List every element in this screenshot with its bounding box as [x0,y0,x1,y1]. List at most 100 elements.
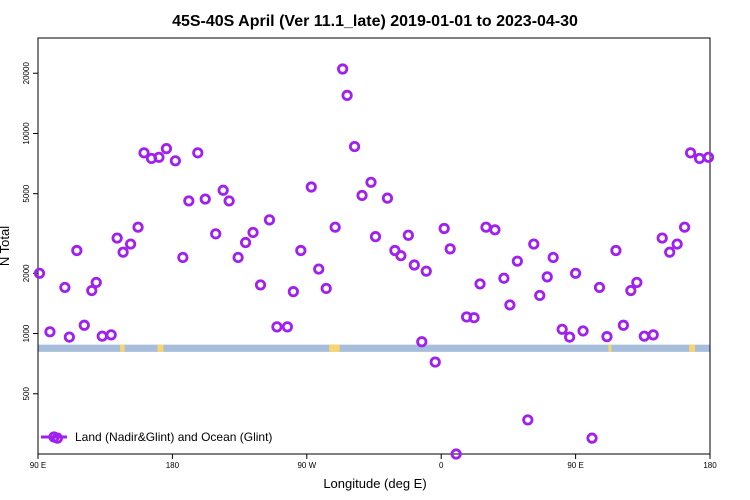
data-point [169,155,181,167]
data-point [369,231,382,243]
data-point [33,267,46,279]
y-tick-label: 20000 [22,62,31,85]
data-point [593,281,606,294]
data-point [679,221,691,233]
points-layer [33,63,715,460]
data-point [90,276,102,289]
data-point [429,356,441,368]
data-point [416,336,428,348]
data-point [671,238,683,250]
x-tick-label: 180 [703,461,717,470]
data-point [569,267,582,279]
y-tick-label: 5000 [22,184,31,202]
data-point [617,319,629,331]
data-point [577,325,589,337]
data-point [395,250,407,262]
data-point [625,284,637,297]
x-axis-label: Longitude (deg E) [323,476,426,491]
data-point [111,232,123,244]
data-point [287,286,299,298]
data-point [647,329,659,341]
band-layer [38,344,710,352]
data-point [408,259,420,271]
data-point [556,323,568,335]
data-point [160,143,173,155]
data-point [124,238,137,250]
data-point [239,236,252,249]
data-point [601,331,613,343]
data-point [438,222,450,235]
x-tick-label: 180 [166,461,180,470]
data-point [664,246,676,258]
data-point [522,414,534,426]
data-point [59,281,71,294]
data-point [610,244,622,257]
data-point [320,282,332,295]
data-point [263,214,276,226]
data-point [489,224,501,236]
y-tick-label: 10000 [22,122,31,145]
axes-layer: 90 E 180 90 W 0 90 E 180 500 1000 2000 5000 10000 2… [22,62,717,470]
data-point [631,276,643,289]
x-tick-label: 90 W [297,461,316,470]
data-point [504,299,516,311]
land-segment [120,344,125,352]
data-point [474,278,486,290]
data-point [210,228,222,240]
data-point [541,271,553,283]
data-point [86,284,98,297]
data-point [498,272,510,284]
data-point [586,432,598,444]
data-point [693,152,706,165]
data-point [295,244,307,257]
data-point [547,251,559,264]
data-point [138,147,150,159]
data-point [44,326,56,338]
land-segment [157,344,164,352]
y-axis-label: N Total [0,226,12,266]
data-point [96,330,108,342]
data-point [71,244,83,257]
data-point [402,229,414,241]
data-point [313,263,325,275]
land-segment [608,344,612,352]
legend-label: Land (Nadir&Glint) and Ocean (Glint) [75,430,272,444]
data-point [63,331,75,343]
data-point [638,330,650,342]
data-point [247,226,259,239]
data-point [444,243,456,255]
y-tick-label: 2000 [22,264,31,282]
data-point [271,321,283,333]
data-point [217,184,229,196]
data-point [684,147,697,159]
data-point [564,331,576,343]
data-point [365,176,377,188]
legend: Land (Nadir&Glint) and Ocean (Glint) [41,430,272,444]
data-point [78,319,90,331]
data-point [468,312,480,324]
y-tick-label: 1000 [22,324,31,342]
chart-title: 45S-40S April (Ver 11.1_late) 2019-01-01… [172,13,578,30]
data-point [534,289,546,302]
data-point [341,89,353,101]
data-point [656,232,668,244]
data-point [105,329,117,341]
data-point [381,192,394,204]
x-tick-label: 90 E [567,461,583,470]
y-tick-label: 500 [22,387,31,401]
data-point [232,251,244,264]
x-tick-label: 90 E [30,461,46,470]
x-tick-label: 0 [439,461,444,470]
data-point [254,279,267,291]
data-point [305,181,317,193]
data-point [281,321,293,333]
data-point [192,147,204,159]
data-point [348,140,361,153]
data-point [223,195,235,207]
data-point [177,251,189,264]
data-point [337,63,349,75]
data-point [153,151,165,163]
data-point [450,448,462,460]
data-point [132,221,144,233]
